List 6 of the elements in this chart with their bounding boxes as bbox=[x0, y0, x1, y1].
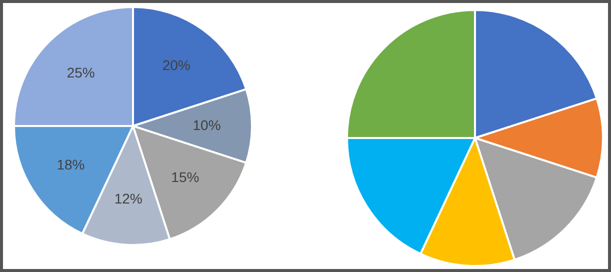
data-label: 25% bbox=[66, 64, 95, 81]
data-label: 15% bbox=[171, 169, 200, 186]
data-label: 10% bbox=[192, 116, 221, 133]
data-label: 12% bbox=[114, 190, 142, 206]
data-label: 18% bbox=[56, 156, 85, 172]
data-label: 20% bbox=[162, 57, 190, 74]
